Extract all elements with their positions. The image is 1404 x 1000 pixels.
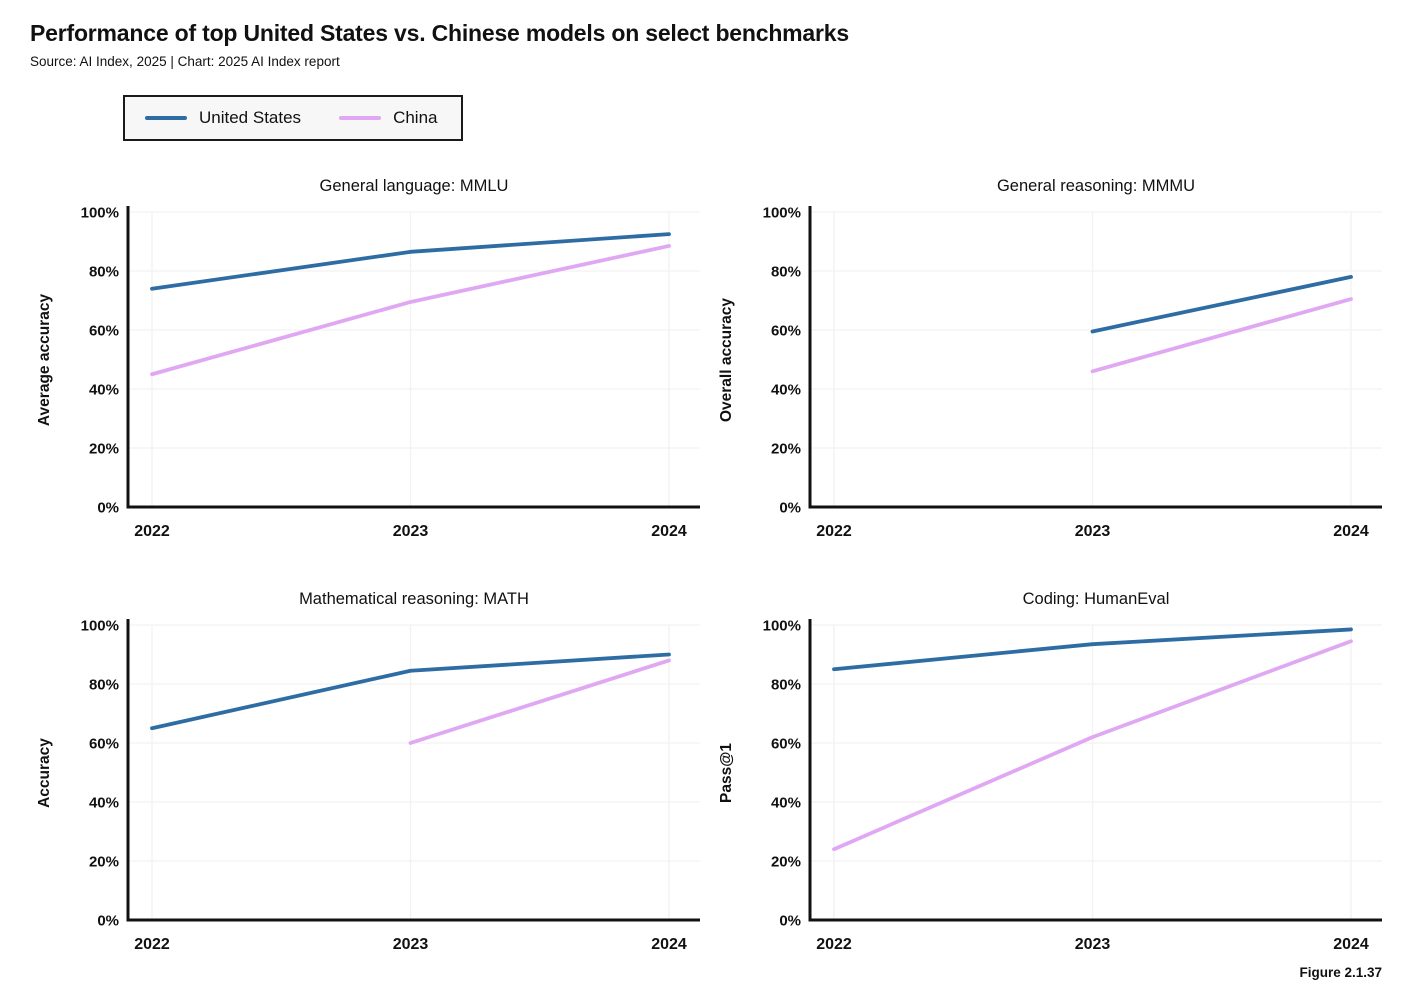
svg-text:40%: 40% xyxy=(771,795,801,812)
line-chart-mmmu: 0% 20% 40% 60% 80% 100% 2022 2023 2024 xyxy=(763,205,1382,540)
y-axis-label: Average accuracy xyxy=(36,293,54,427)
svg-text:2024: 2024 xyxy=(1333,936,1369,953)
svg-text:2023: 2023 xyxy=(393,523,429,540)
chart-panel-math: Mathematical reasoning: MATH Accuracy 0%… xyxy=(30,590,700,955)
svg-text:60%: 60% xyxy=(771,323,801,340)
line-chart-humaneval: 0% 20% 40% 60% 80% 100% 2022 2023 2024 xyxy=(763,618,1382,953)
svg-text:2022: 2022 xyxy=(134,936,170,953)
china-line-swatch-icon xyxy=(339,116,382,120)
svg-text:60%: 60% xyxy=(89,736,119,753)
legend-label: United States xyxy=(199,108,302,127)
legend-item-china: China xyxy=(339,108,437,128)
chart-title: General language: MMLU xyxy=(319,177,509,195)
svg-text:20%: 20% xyxy=(771,441,801,458)
line-chart-math: 0% 20% 40% 60% 80% 100% 2022 2023 2024 xyxy=(81,618,700,953)
svg-text:20%: 20% xyxy=(771,854,801,871)
svg-text:2023: 2023 xyxy=(1075,523,1111,540)
chart-title: General reasoning: MMMU xyxy=(996,177,1196,195)
svg-text:2022: 2022 xyxy=(134,523,170,540)
chart-panel-mmlu: General language: MMLU Average accuracy … xyxy=(30,177,700,542)
svg-text:60%: 60% xyxy=(771,736,801,753)
svg-text:0%: 0% xyxy=(779,913,801,930)
source-subtitle: Source: AI Index, 2025 | Chart: 2025 AI … xyxy=(30,54,340,69)
svg-text:80%: 80% xyxy=(89,264,119,281)
svg-text:2023: 2023 xyxy=(1075,936,1111,953)
svg-text:60%: 60% xyxy=(89,323,119,340)
svg-text:0%: 0% xyxy=(779,500,801,517)
svg-text:100%: 100% xyxy=(81,618,119,635)
svg-text:2024: 2024 xyxy=(651,523,687,540)
chart-panel-humaneval: Coding: HumanEval Pass@1 0% 20% 40% 60% 80% 1… xyxy=(712,590,1382,955)
svg-text:2024: 2024 xyxy=(1333,523,1369,540)
svg-text:80%: 80% xyxy=(771,264,801,281)
y-axis-label: Overall accuracy xyxy=(718,297,735,423)
svg-text:20%: 20% xyxy=(89,854,119,871)
chart-legend: United States China xyxy=(123,95,464,141)
svg-text:40%: 40% xyxy=(89,382,119,399)
svg-text:2024: 2024 xyxy=(651,936,687,953)
figure-number: Figure 2.1.37 xyxy=(1299,965,1382,980)
svg-text:100%: 100% xyxy=(763,618,801,635)
svg-text:0%: 0% xyxy=(97,500,119,517)
svg-text:100%: 100% xyxy=(763,205,801,222)
svg-text:100%: 100% xyxy=(81,205,119,222)
legend-label: China xyxy=(393,108,438,127)
legend-item-united-states: United States xyxy=(145,108,301,128)
line-chart-mmlu: 0% 20% 40% 60% 80% 100% 2022 2023 2024 xyxy=(81,205,700,540)
page-title: Performance of top United States vs. Chi… xyxy=(30,20,849,46)
chart-title: Mathematical reasoning: MATH xyxy=(299,590,529,608)
svg-text:20%: 20% xyxy=(89,441,119,458)
svg-text:40%: 40% xyxy=(89,795,119,812)
united-states-line-swatch-icon xyxy=(145,116,187,120)
chart-panel-mmmu: General reasoning: MMMU Overall accuracy… xyxy=(712,177,1382,542)
svg-text:2022: 2022 xyxy=(816,936,852,953)
charts-grid: General language: MMLU Average accuracy … xyxy=(30,177,1382,955)
svg-text:80%: 80% xyxy=(771,677,801,694)
y-axis-label: Pass@1 xyxy=(718,743,735,803)
chart-title: Coding: HumanEval xyxy=(1022,590,1170,608)
svg-text:40%: 40% xyxy=(771,382,801,399)
svg-text:2023: 2023 xyxy=(393,936,429,953)
svg-text:80%: 80% xyxy=(89,677,119,694)
svg-text:2022: 2022 xyxy=(816,523,852,540)
y-axis-label: Accuracy xyxy=(36,738,54,808)
svg-text:0%: 0% xyxy=(97,913,119,930)
